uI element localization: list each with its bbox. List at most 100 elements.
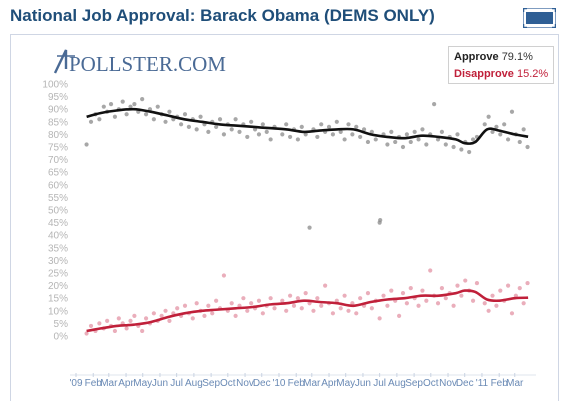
approve-poll-point <box>502 122 507 127</box>
approve-poll-point <box>264 129 269 134</box>
approve-poll-point <box>408 139 413 145</box>
disapprove-poll-point <box>128 318 133 323</box>
approve-poll-point <box>303 132 308 137</box>
disapprove-poll-point <box>268 296 273 301</box>
disapprove-poll-point <box>190 316 195 321</box>
x-tick-label: Mar <box>506 378 524 389</box>
approve-poll-point <box>365 139 371 145</box>
approve-poll-point <box>439 129 445 134</box>
disapprove-poll-point <box>358 296 363 301</box>
approve-poll-point <box>490 129 495 134</box>
approve-poll-point <box>182 112 188 117</box>
disapprove-poll-point <box>159 313 164 318</box>
pollster-logo: POLLSTER.COM <box>53 47 233 77</box>
disapprove-poll-point <box>354 311 359 316</box>
x-tick-label: Jul <box>373 378 386 389</box>
approve-poll-point <box>389 129 394 134</box>
approve-poll-point <box>287 134 293 140</box>
y-tick-label: 25% <box>48 269 68 280</box>
disapprove-poll-point <box>299 306 304 311</box>
disapprove-poll-point <box>163 308 168 313</box>
approve-poll-point <box>140 97 145 102</box>
expand-chart-icon[interactable] <box>523 8 556 28</box>
disapprove-poll-point <box>463 278 468 283</box>
approve-poll-point <box>155 104 160 109</box>
approve-poll-point <box>334 119 339 124</box>
approve-poll-point <box>143 112 149 117</box>
y-tick-label: 45% <box>48 218 68 229</box>
disapprove-poll-point <box>350 301 355 306</box>
approve-poll-point <box>373 137 378 142</box>
approve-poll-point <box>354 124 359 129</box>
pollster-logo-text: POLLSTER.COM <box>69 52 226 76</box>
approve-poll-point <box>268 137 273 142</box>
disapprove-poll-point <box>272 306 277 311</box>
x-tick-label: Apr <box>118 378 134 389</box>
y-tick-label: 100% <box>42 80 68 91</box>
disapprove-poll-point <box>221 273 227 278</box>
x-tick-label: Jul <box>170 378 183 389</box>
y-tick-label: 55% <box>48 193 68 204</box>
disapprove-poll-point <box>214 298 219 303</box>
approve-poll-point <box>494 124 499 129</box>
approve-poll-point <box>400 144 406 150</box>
disapprove-poll-point <box>303 291 308 296</box>
approve-poll-point <box>280 132 285 137</box>
disapprove-poll-point <box>396 313 402 318</box>
approve-poll-point <box>84 142 89 147</box>
chart-frame <box>10 34 559 401</box>
approve-poll-point <box>338 129 343 134</box>
disapprove-poll-point <box>182 303 188 308</box>
disapprove-poll-point <box>416 303 421 308</box>
disapprove-poll-point <box>424 298 429 303</box>
approve-poll-point <box>358 134 363 140</box>
disapprove-poll-point <box>151 311 156 316</box>
approve-poll-point <box>315 134 320 140</box>
legend-approve[interactable]: Approve 79.1% <box>449 49 553 66</box>
approve-poll-point <box>163 119 168 124</box>
disapprove-poll-point <box>116 316 121 321</box>
disapprove-poll-point <box>439 286 445 291</box>
disapprove-trend-line <box>86 289 529 333</box>
legend: Approve 79.1% Disapprove 15.2% <box>448 46 554 84</box>
y-tick-label: 35% <box>48 243 68 254</box>
y-tick-label: 75% <box>48 143 68 154</box>
disapprove-poll-point <box>241 296 246 301</box>
approve-poll-point <box>198 114 203 119</box>
disapprove-poll-point <box>330 311 336 316</box>
approve-poll-point <box>467 149 472 155</box>
x-tick-label: Nov <box>439 378 457 389</box>
disapprove-poll-point <box>428 268 433 273</box>
disapprove-poll-point <box>295 296 300 301</box>
disapprove-poll-point <box>490 293 495 298</box>
legend-disapprove[interactable]: Disapprove 15.2% <box>449 66 553 83</box>
approve-poll-point <box>124 112 129 117</box>
disapprove-poll-point <box>249 301 254 306</box>
approve-poll-point <box>284 122 289 127</box>
x-tick-label: '11 <box>476 378 489 389</box>
disapprove-poll-point <box>408 286 413 291</box>
disapprove-poll-point <box>167 318 172 323</box>
y-tick-label: 15% <box>48 294 68 305</box>
disapprove-poll-point <box>338 306 343 311</box>
disapprove-poll-point <box>517 286 522 291</box>
page-title: National Job Approval: Barack Obama (DEM… <box>10 6 435 25</box>
disapprove-poll-point <box>521 301 526 306</box>
disapprove-poll-point <box>175 306 180 311</box>
approve-poll-point <box>416 137 421 142</box>
approve-poll-point <box>342 137 347 142</box>
y-tick-label: 5% <box>54 319 69 330</box>
disapprove-poll-point <box>443 296 448 301</box>
approve-poll-point <box>486 114 491 119</box>
approve-poll-point <box>412 129 417 134</box>
approve-poll-point <box>108 102 114 107</box>
x-tick-label: Dec <box>253 378 271 389</box>
x-tick-label: May <box>336 378 355 389</box>
y-tick-label: 65% <box>48 168 68 179</box>
approve-poll-point <box>420 127 425 132</box>
disapprove-poll-point <box>280 298 285 303</box>
approve-poll-point <box>498 132 503 137</box>
y-tick-label: 95% <box>48 92 68 103</box>
disapprove-poll-point <box>525 280 530 286</box>
approve-poll-point <box>217 117 223 122</box>
